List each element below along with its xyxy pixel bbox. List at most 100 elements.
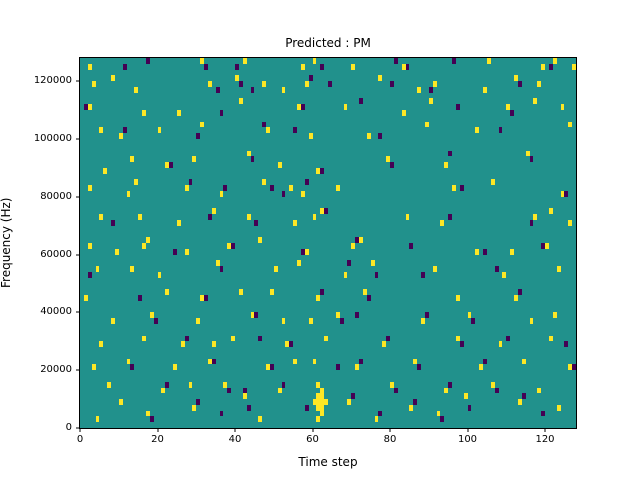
y-tick-label: 120000 — [33, 75, 72, 87]
heatmap-cell-purple — [448, 214, 452, 220]
x-axis-label: Time step — [298, 455, 358, 469]
heatmap-cell-yellow — [87, 185, 92, 191]
heatmap-cell-purple — [219, 266, 224, 272]
heatmap-cell-yellow — [99, 127, 104, 134]
heatmap-cell-yellow — [320, 410, 325, 417]
heatmap-cell-yellow — [510, 248, 514, 255]
heatmap-cell-yellow — [421, 318, 425, 324]
heatmap-cell-yellow — [266, 127, 270, 134]
heatmap-cell-yellow — [138, 214, 142, 220]
heatmap-cell-yellow — [347, 399, 352, 405]
heatmap-cell-purple — [250, 156, 255, 163]
heatmap-cell-purple — [258, 335, 263, 342]
heatmap-cell-purple — [405, 63, 410, 70]
heatmap-cell-yellow — [568, 364, 573, 371]
heatmap-cell-yellow — [227, 243, 232, 249]
heatmap-cell-yellow — [529, 318, 534, 324]
heatmap-cell-yellow — [440, 219, 445, 226]
x-axis-ticks: 0 20 40 60 80 100 120 — [77, 428, 576, 450]
heatmap-cell-purple — [517, 289, 522, 296]
chart-title: Predicted : PM — [285, 36, 371, 50]
heatmap-cell-yellow — [250, 312, 255, 319]
heatmap-cell-purple — [293, 127, 297, 134]
heatmap-cell-yellow — [548, 208, 553, 215]
heatmap-cell-purple — [281, 190, 286, 197]
heatmap-cell-yellow — [548, 335, 553, 342]
heatmap-cell-yellow — [320, 393, 325, 400]
heatmap-cell-yellow — [568, 121, 573, 128]
heatmap-cell-purple — [506, 335, 511, 342]
heatmap-cell-yellow — [285, 341, 290, 348]
heatmap-cell-yellow — [552, 58, 557, 64]
heatmap-cell-yellow — [293, 219, 297, 226]
heatmap-cell-purple — [467, 404, 472, 411]
heatmap-cell-yellow — [266, 364, 270, 371]
heatmap-cell-yellow — [312, 358, 317, 365]
heatmap-cell-yellow — [444, 162, 449, 168]
heatmap-cell-purple — [320, 63, 325, 70]
heatmap-cell-purple — [324, 208, 328, 215]
heatmap-cell-purple — [529, 156, 534, 163]
plot-area — [79, 57, 577, 429]
heatmap-cell-yellow — [184, 185, 189, 191]
heatmap-cell-purple — [153, 318, 158, 324]
heatmap-cell-purple — [130, 364, 135, 371]
heatmap-cell-yellow — [145, 410, 150, 417]
heatmap-cell-purple — [359, 358, 363, 365]
heatmap-cell-purple — [471, 318, 476, 324]
heatmap-cell-purple — [335, 364, 340, 371]
heatmap-cell-yellow — [382, 341, 387, 348]
heatmap-cell-purple — [494, 387, 499, 394]
heatmap-cell-purple — [448, 381, 452, 388]
heatmap-cell-yellow — [126, 358, 131, 365]
heatmap-cell-yellow — [386, 156, 390, 163]
heatmap-cell-purple — [122, 127, 127, 134]
heatmap-cell-purple — [359, 98, 363, 105]
x-tick-mark — [544, 428, 546, 432]
heatmap-cell-yellow — [335, 312, 340, 319]
heatmap-cell-yellow — [87, 104, 92, 111]
heatmap-cell-yellow — [142, 110, 146, 116]
heatmap-cell-yellow — [219, 190, 224, 197]
heatmap-cell-yellow — [297, 260, 301, 267]
heatmap-cell-purple — [300, 248, 305, 255]
heatmap-cell-purple — [541, 243, 545, 249]
heatmap-cell-yellow — [281, 86, 286, 93]
heatmap-cell-yellow — [556, 266, 561, 272]
heatmap-cell-yellow — [405, 214, 410, 220]
y-tick-label: 80000 — [40, 190, 72, 202]
heatmap-cell-purple — [413, 399, 418, 405]
heatmap-cell-yellow — [246, 214, 251, 220]
heatmap-cell-yellow — [359, 237, 363, 243]
heatmap-cell-yellow — [533, 98, 538, 105]
heatmap-cell-yellow — [366, 133, 371, 139]
heatmap-cell-yellow — [521, 358, 526, 365]
heatmap-cell-yellow — [215, 260, 220, 267]
heatmap-cell-yellow — [467, 312, 472, 319]
heatmap-cell-yellow — [552, 312, 557, 319]
heatmap-cell-purple — [269, 364, 274, 371]
heatmap-cell-yellow — [176, 219, 181, 226]
heatmap-cell-purple — [393, 387, 398, 394]
heatmap-cell-purple — [281, 381, 286, 388]
heatmap-cell-yellow — [370, 260, 375, 267]
heatmap-cell-yellow — [157, 127, 162, 134]
heatmap-cell-yellow — [537, 387, 542, 394]
heatmap-cell-purple — [483, 248, 487, 255]
heatmap-cell-purple — [254, 312, 259, 319]
y-axis-label: Frequency (Hz) — [0, 197, 13, 289]
heatmap-cell-purple — [250, 86, 255, 93]
heatmap-cell-purple — [149, 416, 154, 423]
heatmap-cell-purple — [122, 63, 127, 70]
heatmap-cell-yellow — [304, 248, 309, 255]
heatmap-cell-purple — [254, 219, 259, 226]
heatmap-cell-yellow — [424, 121, 429, 128]
y-axis-ticks: 0 20000 40000 60000 80000 100000 120000 — [0, 58, 80, 433]
heatmap-cell-yellow — [99, 341, 104, 348]
heatmap-cell-yellow — [316, 404, 321, 411]
heatmap-cell-yellow — [517, 399, 522, 405]
heatmap-cell-yellow — [320, 404, 325, 411]
x-tick-label: 80 — [383, 434, 397, 445]
heatmap-cell-purple — [347, 260, 352, 267]
heatmap-cell-yellow — [486, 58, 491, 64]
